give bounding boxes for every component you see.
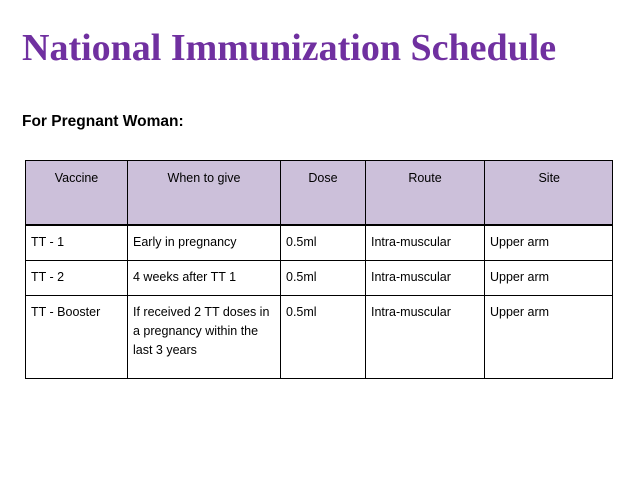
page-title: National Immunization Schedule [22, 27, 557, 69]
cell-vaccine: TT - Booster [25, 295, 128, 379]
cell-site: Upper arm [484, 260, 613, 296]
immunization-table: Vaccine When to give Dose Route Site TT … [25, 160, 613, 379]
header-row: Vaccine When to give Dose Route Site [25, 160, 613, 226]
header-site: Site [484, 160, 613, 226]
cell-route: Intra-muscular [365, 260, 485, 296]
table-row: TT - Booster If received 2 TT doses in a… [25, 295, 613, 379]
section-subtitle: For Pregnant Woman: [22, 113, 184, 130]
table-header: Vaccine When to give Dose Route Site [25, 160, 613, 226]
cell-vaccine: TT - 2 [25, 260, 128, 296]
cell-site: Upper arm [484, 295, 613, 379]
cell-when-to-give: Early in pregnancy [127, 224, 281, 261]
cell-when-to-give: 4 weeks after TT 1 [127, 260, 281, 296]
cell-site: Upper arm [484, 224, 613, 261]
header-vaccine: Vaccine [25, 160, 128, 226]
cell-dose: 0.5ml [280, 295, 366, 379]
cell-route: Intra-muscular [365, 295, 485, 379]
cell-route: Intra-muscular [365, 224, 485, 261]
cell-when-to-give: If received 2 TT doses in a pregnancy wi… [127, 295, 281, 379]
table-row: TT - 2 4 weeks after TT 1 0.5ml Intra-mu… [25, 260, 613, 296]
cell-vaccine: TT - 1 [25, 224, 128, 261]
cell-dose: 0.5ml [280, 224, 366, 261]
table-row: TT - 1 Early in pregnancy 0.5ml Intra-mu… [25, 224, 613, 261]
table-body: TT - 1 Early in pregnancy 0.5ml Intra-mu… [25, 224, 613, 379]
header-when-to-give: When to give [127, 160, 281, 226]
header-route: Route [365, 160, 485, 226]
header-dose: Dose [280, 160, 366, 226]
cell-dose: 0.5ml [280, 260, 366, 296]
